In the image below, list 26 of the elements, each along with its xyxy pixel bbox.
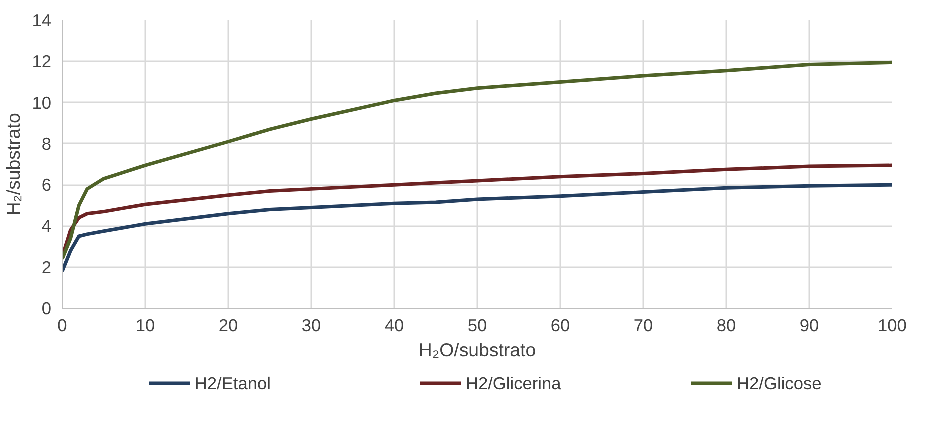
legend-label: H2/Glicerina (466, 374, 562, 394)
x-tick-label: 10 (136, 316, 156, 336)
y-tick-label: 14 (32, 10, 52, 30)
y-tick-label: 2 (42, 257, 52, 278)
y-tick-label: 10 (32, 92, 52, 113)
x-tick-label: 40 (384, 316, 404, 336)
y-tick-label: 8 (42, 134, 52, 154)
y-tick-label: 0 (42, 298, 52, 318)
x-tick-label: 90 (800, 316, 820, 336)
line-series (62, 60, 892, 261)
x-tick-label: 80 (716, 316, 736, 336)
y-tick-label: 4 (42, 216, 52, 236)
x-axis-title: H₂O/substrato (418, 340, 536, 360)
x-tick-label: 30 (302, 316, 322, 336)
x-tick-label: 70 (634, 316, 654, 336)
legend-label: H2/Glicose (737, 374, 822, 394)
y-tick-label: 6 (42, 175, 52, 196)
x-tick-label: 100 (878, 316, 907, 336)
line-series (62, 183, 892, 274)
y-axis-title: H₂/substrato (3, 113, 24, 216)
x-tick-label: 50 (468, 316, 488, 336)
x-tick-label: 60 (550, 316, 570, 336)
y-tick-label: 12 (32, 52, 52, 72)
legend-label: H2/Etanol (194, 374, 271, 394)
x-tick-label: 0 (58, 316, 68, 336)
x-tick-label: 20 (218, 316, 238, 336)
